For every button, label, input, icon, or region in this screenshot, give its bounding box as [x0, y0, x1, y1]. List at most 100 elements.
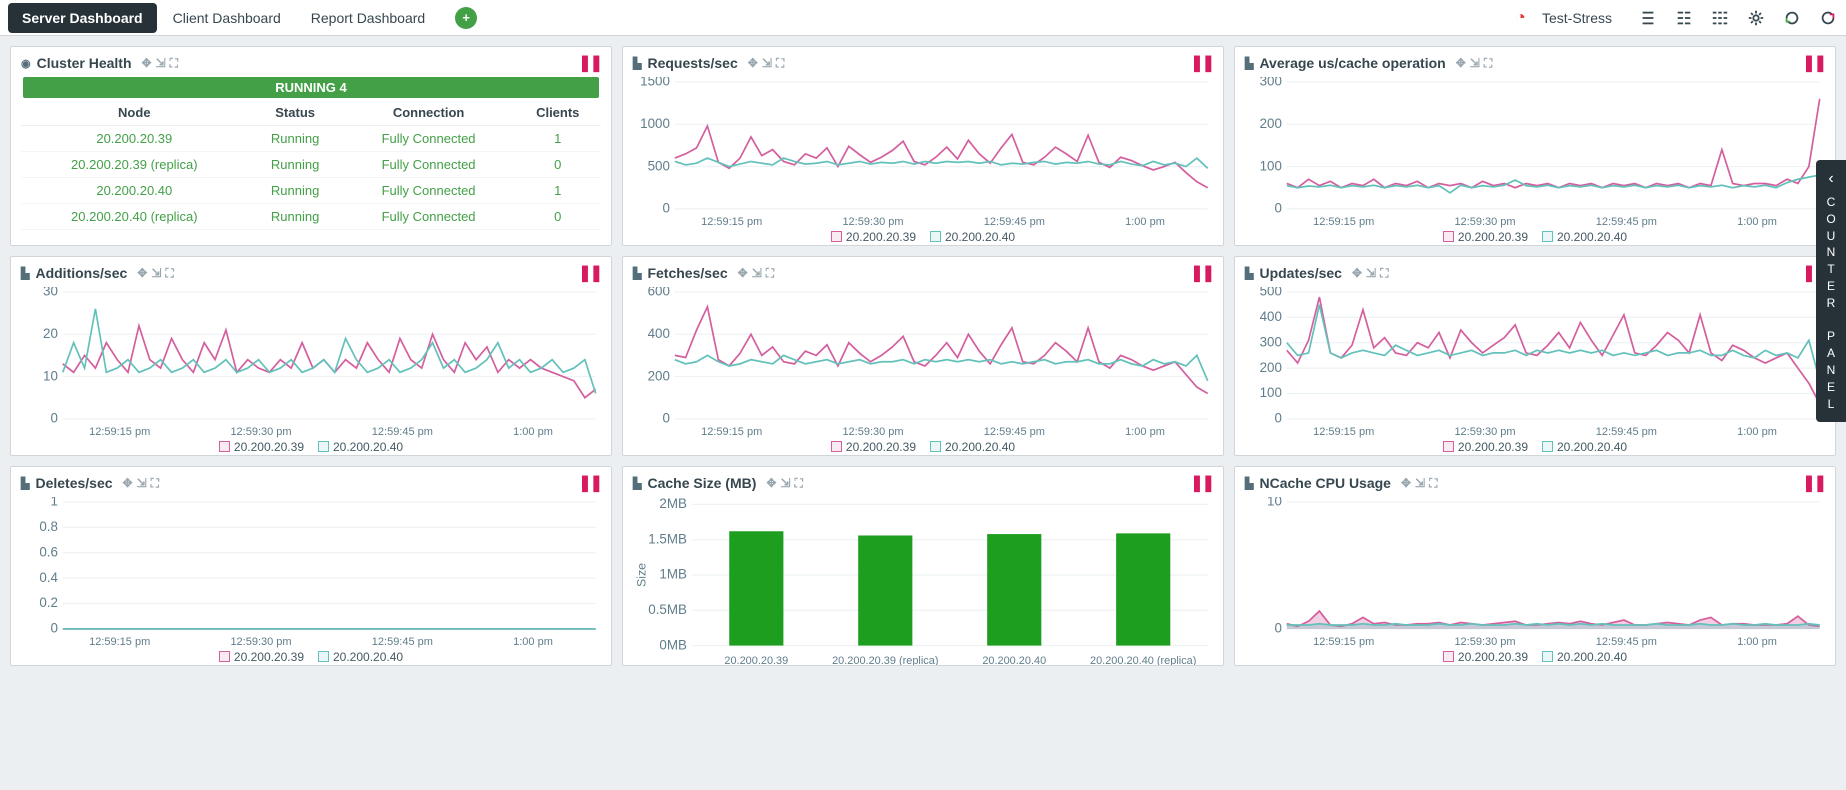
layout-three-col-icon[interactable]	[1710, 8, 1730, 28]
collapse-icon[interactable]: ⇲	[151, 266, 161, 281]
move-icon[interactable]: ✥	[766, 476, 776, 491]
move-icon[interactable]: ✥	[123, 476, 133, 491]
chart-legend: 20.200.20.39 20.200.20.40	[1243, 438, 1827, 454]
move-icon[interactable]: ✥	[1352, 266, 1362, 281]
svg-text:500: 500	[648, 158, 670, 173]
gauge-icon: ◔	[1515, 7, 1526, 28]
collapse-icon[interactable]: ⇲	[156, 56, 166, 71]
fullscreen-icon[interactable]: ⛶	[1380, 266, 1388, 281]
svg-text:100: 100	[1260, 385, 1282, 400]
svg-text:0.8: 0.8	[39, 519, 58, 534]
svg-text:0.5MB: 0.5MB	[648, 602, 687, 617]
tab-server-dashboard[interactable]: Server Dashboard	[8, 3, 157, 33]
refresh-icon[interactable]	[1782, 8, 1802, 28]
svg-text:2MB: 2MB	[659, 497, 687, 511]
panel-title: Deletes/sec	[35, 475, 112, 491]
add-tab-button[interactable]: +	[455, 7, 477, 29]
x-axis-labels: 12:59:15 pm12:59:30 pm12:59:45 pm1:00 pm	[1243, 424, 1827, 438]
fullscreen-icon[interactable]: ⛶	[1429, 476, 1437, 491]
fullscreen-icon[interactable]: ⛶	[1484, 56, 1492, 71]
pause-icon[interactable]: ❚❚	[1802, 473, 1825, 493]
legend-item[interactable]: 20.200.20.40	[318, 440, 403, 454]
svg-text:10: 10	[1267, 497, 1282, 509]
table-row[interactable]: 20.200.20.40 (replica)RunningFully Conne…	[21, 204, 601, 230]
legend-item[interactable]: 20.200.20.40	[1542, 440, 1627, 454]
legend-item[interactable]: 20.200.20.40	[930, 230, 1015, 244]
tab-client-dashboard[interactable]: Client Dashboard	[159, 3, 295, 33]
move-icon[interactable]: ✥	[137, 266, 147, 281]
pause-icon[interactable]: ❚❚	[1190, 53, 1213, 73]
tab-report-dashboard[interactable]: Report Dashboard	[297, 3, 439, 33]
legend-item[interactable]: 20.200.20.40	[1542, 650, 1627, 664]
test-name-label: Test-Stress	[1542, 10, 1612, 26]
legend-item[interactable]: 20.200.20.40	[1542, 230, 1627, 244]
bar[interactable]	[1116, 533, 1170, 645]
legend-item[interactable]: 20.200.20.39	[831, 230, 916, 244]
move-icon[interactable]: ✥	[142, 56, 152, 71]
bar[interactable]	[858, 535, 912, 645]
settings-icon[interactable]	[1746, 8, 1766, 28]
chart-icon: ▙	[633, 267, 641, 280]
counter-panel-toggle[interactable]: ‹ COUNTER PANEL	[1816, 160, 1846, 422]
fullscreen-icon[interactable]: ⛶	[766, 266, 774, 281]
fullscreen-icon[interactable]: ⛶	[170, 56, 178, 71]
collapse-icon[interactable]: ⇲	[762, 56, 772, 71]
collapse-icon[interactable]: ⇲	[752, 266, 762, 281]
panel-icon: ◉	[21, 57, 31, 70]
chart-area[interactable]: 010	[1243, 497, 1827, 634]
collapse-icon[interactable]: ⇲	[1366, 266, 1376, 281]
collapse-icon[interactable]: ⇲	[1470, 56, 1480, 71]
layout-one-col-icon[interactable]	[1638, 8, 1658, 28]
move-icon[interactable]: ✥	[1456, 56, 1466, 71]
pause-icon[interactable]: ❚❚	[578, 473, 601, 493]
move-icon[interactable]: ✥	[1401, 476, 1411, 491]
svg-text:200: 200	[1260, 116, 1282, 131]
chart-legend: 20.200.20.39 20.200.20.40	[19, 438, 603, 454]
bar[interactable]	[987, 534, 1041, 645]
layout-two-col-icon[interactable]	[1674, 8, 1694, 28]
chart-area[interactable]: 050010001500	[631, 77, 1215, 214]
move-icon[interactable]: ✥	[738, 266, 748, 281]
pause-icon[interactable]: ❚❚	[578, 263, 601, 283]
collapse-icon[interactable]: ⇲	[780, 476, 790, 491]
pause-icon[interactable]: ❚❚	[1802, 53, 1825, 73]
fullscreen-icon[interactable]: ⛶	[165, 266, 173, 281]
table-row[interactable]: 20.200.20.39 (replica)RunningFully Conne…	[21, 152, 601, 178]
collapse-icon[interactable]: ⇲	[1415, 476, 1425, 491]
legend-item[interactable]: 20.200.20.39	[219, 650, 304, 664]
svg-text:1: 1	[50, 497, 57, 509]
chart-area[interactable]: 0100200300	[1243, 77, 1827, 214]
chart-area[interactable]: 0MB0.5MB1MB1.5MB2MBSize20.200.20.3920.20…	[631, 497, 1215, 665]
x-axis-labels: 12:59:15 pm12:59:30 pm12:59:45 pm1:00 pm	[1243, 214, 1827, 228]
legend-item[interactable]: 20.200.20.40	[318, 650, 403, 664]
pause-icon[interactable]: ❚❚	[1190, 473, 1213, 493]
pause-icon[interactable]: ❚❚	[578, 53, 601, 73]
chart-icon: ▙	[1245, 57, 1253, 70]
table-row[interactable]: 20.200.20.39RunningFully Connected1	[21, 126, 601, 152]
fullscreen-icon[interactable]: ⛶	[151, 476, 159, 491]
bar[interactable]	[729, 531, 783, 645]
refresh-all-icon[interactable]	[1818, 8, 1838, 28]
pause-icon[interactable]: ❚❚	[1190, 263, 1213, 283]
x-axis-labels: 12:59:15 pm12:59:30 pm12:59:45 pm1:00 pm	[631, 214, 1215, 228]
chart-area[interactable]: 00.20.40.60.81	[19, 497, 603, 634]
fullscreen-icon[interactable]: ⛶	[795, 476, 803, 491]
table-row[interactable]: 20.200.20.40RunningFully Connected1	[21, 178, 601, 204]
chart-area[interactable]: 0100200300400500	[1243, 287, 1827, 424]
chart-area[interactable]: 0102030	[19, 287, 603, 424]
legend-item[interactable]: 20.200.20.39	[831, 440, 916, 454]
chart-area[interactable]: 0200400600	[631, 287, 1215, 424]
legend-item[interactable]: 20.200.20.39	[219, 440, 304, 454]
collapse-icon[interactable]: ⇲	[137, 476, 147, 491]
legend-item[interactable]: 20.200.20.39	[1443, 230, 1528, 244]
svg-text:20.200.20.39 (replica): 20.200.20.39 (replica)	[832, 655, 938, 665]
panel-updates: ▙ Updates/sec ✥ ⇲ ⛶ ❚❚ 0100200300400500 …	[1234, 256, 1836, 456]
legend-item[interactable]: 20.200.20.39	[1443, 440, 1528, 454]
panel-fetches: ▙ Fetches/sec ✥ ⇲ ⛶ ❚❚ 0200400600 12:59:…	[622, 256, 1224, 456]
cluster-status-bar: RUNNING 4	[23, 77, 599, 98]
legend-item[interactable]: 20.200.20.39	[1443, 650, 1528, 664]
move-icon[interactable]: ✥	[748, 56, 758, 71]
fullscreen-icon[interactable]: ⛶	[776, 56, 784, 71]
dashboard-grid: ◉ Cluster Health ✥ ⇲ ⛶ ❚❚ RUNNING 4 Node…	[0, 36, 1846, 676]
legend-item[interactable]: 20.200.20.40	[930, 440, 1015, 454]
